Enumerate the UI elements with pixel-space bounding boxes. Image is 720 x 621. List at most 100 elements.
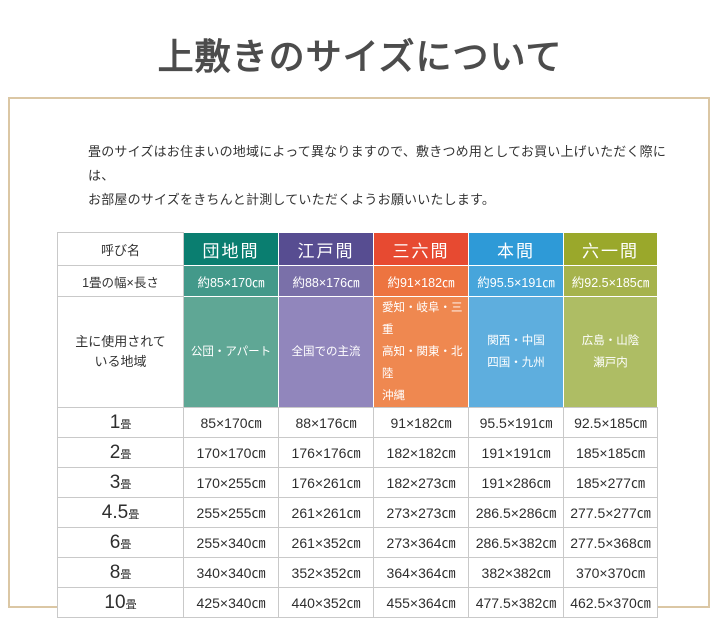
mat-count: 3 — [109, 471, 121, 493]
region-row-label-line: 主に使用されて — [75, 334, 166, 349]
size-value-cell: 85×170㎝ — [183, 407, 279, 438]
size-value-cell: 477.5×382㎝ — [468, 587, 564, 618]
tatami-size-row: 1畳の幅×長さ 約85×170㎝ 約88×176㎝ 約91×182㎝ 約95.5… — [57, 265, 658, 297]
size-value-cell: 273×273㎝ — [373, 497, 469, 528]
tatami-size-table: 呼び名 団地間 江戸間 三六間 本間 六一間 1畳の幅×長さ 約85×170㎝ … — [57, 232, 658, 618]
mat-count: 10 — [104, 591, 126, 613]
size-row: 6畳 255×340㎝ 261×352㎝ 273×364㎝ 286.5×382㎝… — [57, 527, 658, 558]
size-value-cell: 92.5×185㎝ — [563, 407, 658, 438]
region-cell: 関西・中国 四国・九州 — [468, 296, 564, 408]
region-line: 四国・九州 — [487, 357, 545, 369]
size-value-cell: 286.5×382㎝ — [468, 527, 564, 558]
size-row: 10畳 425×340㎝ 440×352㎝ 455×364㎝ 477.5×382… — [57, 587, 658, 618]
intro-line-2: お部屋のサイズをきちんと計測していただくようお願いいたします。 — [88, 192, 496, 207]
tatami-size-row-label: 1畳の幅×長さ — [57, 265, 184, 297]
region-line: 愛知・岐阜・三重 — [382, 302, 463, 336]
size-value-cell: 286.5×286㎝ — [468, 497, 564, 528]
region-line: 高知・関東・北陸 — [382, 346, 463, 380]
region-cell: 広島・山陰 瀬戸内 — [563, 296, 658, 408]
size-value-cell: 340×340㎝ — [183, 557, 279, 588]
tatami-size-cell: 約91×182㎝ — [373, 265, 469, 297]
mat-count: 1 — [109, 411, 121, 433]
size-row: 1畳 85×170㎝ 88×176㎝ 91×182㎝ 95.5×191㎝ 92.… — [57, 407, 658, 438]
intro-line-1: 畳のサイズはお住まいの地域によって異なりますので、敷きつめ用としてお買い上げいた… — [88, 144, 667, 183]
size-row-label: 1畳 — [57, 407, 184, 438]
column-header-sanrokuma: 三六間 — [373, 232, 469, 266]
mat-unit: 畳 — [120, 418, 132, 431]
mat-unit: 畳 — [125, 598, 137, 611]
size-value-cell: 277.5×277㎝ — [563, 497, 658, 528]
mat-unit: 畳 — [120, 448, 132, 461]
intro-paragraph: 畳のサイズはお住まいの地域によって異なりますので、敷きつめ用としてお買い上げいた… — [88, 140, 688, 212]
region-line: 関西・中国 — [487, 335, 545, 347]
size-value-cell: 182×273㎝ — [373, 467, 469, 498]
size-value-cell: 425×340㎝ — [183, 587, 279, 618]
region-cell: 全国での主流 — [278, 296, 374, 408]
size-row-label: 3畳 — [57, 467, 184, 498]
region-row-label-line: いる地域 — [94, 354, 147, 369]
mat-unit: 畳 — [128, 508, 140, 521]
content-frame: 畳のサイズはお住まいの地域によって異なりますので、敷きつめ用としてお買い上げいた… — [8, 97, 710, 618]
region-line: 沖縄 — [382, 390, 405, 402]
page-title: 上敷きのサイズについて — [157, 37, 563, 77]
region-row: 主に使用されて いる地域 公団・アパート 全国での主流 愛知・岐阜・三重 高知・… — [57, 296, 658, 408]
size-value-cell: 191×191㎝ — [468, 437, 564, 468]
size-value-cell: 88×176㎝ — [278, 407, 374, 438]
size-value-cell: 261×261㎝ — [278, 497, 374, 528]
size-value-cell: 185×185㎝ — [563, 437, 658, 468]
region-cell: 愛知・岐阜・三重 高知・関東・北陸 沖縄 — [373, 296, 469, 408]
region-line: 全国での主流 — [291, 346, 361, 358]
size-value-cell: 352×352㎝ — [278, 557, 374, 588]
size-value-cell: 170×170㎝ — [183, 437, 279, 468]
mat-count: 4.5 — [101, 501, 129, 523]
column-header-danchima: 団地間 — [183, 232, 279, 266]
size-value-cell: 91×182㎝ — [373, 407, 469, 438]
mat-count: 6 — [109, 531, 121, 553]
mat-count: 8 — [109, 561, 121, 583]
size-value-cell: 182×182㎝ — [373, 437, 469, 468]
tatami-size-cell: 約88×176㎝ — [278, 265, 374, 297]
size-value-cell: 364×364㎝ — [373, 557, 469, 588]
size-row-label: 4.5畳 — [57, 497, 184, 528]
size-value-cell: 255×255㎝ — [183, 497, 279, 528]
size-row: 4.5畳 255×255㎝ 261×261㎝ 273×273㎝ 286.5×28… — [57, 497, 658, 528]
size-value-cell: 176×176㎝ — [278, 437, 374, 468]
region-row-label: 主に使用されて いる地域 — [57, 296, 184, 408]
size-value-cell: 255×340㎝ — [183, 527, 279, 558]
size-row-label: 8畳 — [57, 557, 184, 588]
size-value-cell: 277.5×368㎝ — [563, 527, 658, 558]
region-line: 公団・アパート — [190, 346, 272, 358]
column-header-edoma: 江戸間 — [278, 232, 374, 266]
corner-label: 呼び名 — [57, 232, 184, 266]
size-value-cell: 261×352㎝ — [278, 527, 374, 558]
size-value-cell: 176×261㎝ — [278, 467, 374, 498]
tatami-size-cell: 約95.5×191㎝ — [468, 265, 564, 297]
size-row: 2畳 170×170㎝ 176×176㎝ 182×182㎝ 191×191㎝ 1… — [57, 437, 658, 468]
size-row: 3畳 170×255㎝ 176×261㎝ 182×273㎝ 191×286㎝ 1… — [57, 467, 658, 498]
size-value-cell: 462.5×370㎝ — [563, 587, 658, 618]
size-row-label: 10畳 — [57, 587, 184, 618]
size-row: 8畳 340×340㎝ 352×352㎝ 364×364㎝ 382×382㎝ 3… — [57, 557, 658, 588]
size-value-cell: 455×364㎝ — [373, 587, 469, 618]
size-value-cell: 370×370㎝ — [563, 557, 658, 588]
column-header-honma: 本間 — [468, 232, 564, 266]
mat-unit: 畳 — [120, 538, 132, 551]
region-line: 瀬戸内 — [593, 357, 628, 369]
size-value-cell: 440×352㎝ — [278, 587, 374, 618]
size-row-label: 2畳 — [57, 437, 184, 468]
size-value-cell: 191×286㎝ — [468, 467, 564, 498]
mat-unit: 畳 — [120, 478, 132, 491]
tatami-size-cell: 約85×170㎝ — [183, 265, 279, 297]
region-line: 広島・山陰 — [581, 335, 640, 347]
mat-unit: 畳 — [120, 568, 132, 581]
size-value-cell: 382×382㎝ — [468, 557, 564, 588]
size-value-cell: 185×277㎝ — [563, 467, 658, 498]
size-value-cell: 273×364㎝ — [373, 527, 469, 558]
tatami-size-cell: 約92.5×185㎝ — [563, 265, 658, 297]
column-header-rokuichima: 六一間 — [563, 232, 658, 266]
header-row: 呼び名 団地間 江戸間 三六間 本間 六一間 — [57, 232, 658, 266]
size-row-label: 6畳 — [57, 527, 184, 558]
size-value-cell: 95.5×191㎝ — [468, 407, 564, 438]
size-value-cell: 170×255㎝ — [183, 467, 279, 498]
mat-count: 2 — [109, 441, 121, 463]
